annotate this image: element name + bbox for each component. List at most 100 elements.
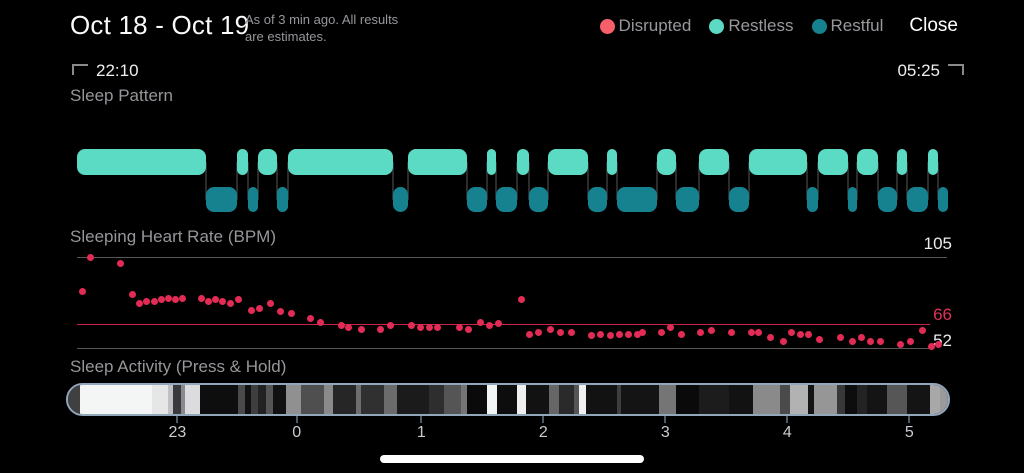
hr-point — [256, 305, 264, 312]
hr-point — [697, 329, 705, 337]
hr-point — [455, 323, 463, 331]
hr-point — [165, 294, 173, 302]
hr-point — [596, 330, 604, 338]
activity-segment — [789, 385, 808, 414]
activity-segment — [383, 385, 397, 414]
hr-point — [607, 332, 615, 340]
activity-segment — [866, 385, 887, 414]
hr-point — [86, 253, 94, 261]
hr-point — [546, 325, 554, 333]
sleep-activity-strip[interactable] — [66, 383, 950, 416]
stage-connector — [494, 162, 497, 200]
start-corner-icon — [72, 64, 88, 75]
sleep-segment-restless — [927, 149, 939, 175]
start-time-label: 22:10 — [96, 61, 139, 80]
sleep-segment-restful — [617, 187, 658, 212]
hour-label: 3 — [660, 424, 670, 441]
hr-point — [567, 329, 575, 337]
hr-point — [226, 299, 234, 307]
hour-tick — [176, 416, 179, 423]
activity-segment — [496, 385, 517, 414]
hour-tick — [786, 416, 789, 423]
hr-top-gridline — [77, 257, 947, 258]
hour-label: 5 — [904, 424, 914, 441]
sleep-segment-restful — [588, 187, 607, 212]
hr-max-label: 105 — [920, 234, 952, 254]
hr-point — [525, 330, 533, 338]
hr-point — [638, 329, 646, 337]
sleep-segment-restful — [529, 187, 549, 212]
as-of-note-line2: are estimates. — [245, 28, 327, 44]
hr-point — [896, 341, 904, 349]
legend-item-disrupted: Disrupted — [599, 16, 691, 36]
hour-label: 0 — [292, 424, 302, 441]
hr-point — [805, 330, 812, 338]
activity-segment — [185, 385, 201, 414]
heart-rate-title: Sleeping Heart Rate (BPM) — [70, 227, 276, 246]
stage-connector — [616, 162, 619, 200]
sleep-segment-restful — [676, 187, 699, 212]
sleep-segment-restful — [907, 187, 928, 212]
hr-point — [386, 322, 394, 330]
activity-segment — [396, 385, 429, 414]
stage-connector — [257, 162, 260, 200]
hour-label: 23 — [168, 424, 187, 441]
hr-point — [588, 332, 595, 340]
activity-segment — [517, 385, 527, 414]
hr-point — [407, 322, 415, 330]
close-button[interactable]: Close — [909, 15, 958, 36]
hr-point — [658, 329, 665, 337]
sleep-segment-restless — [258, 149, 278, 175]
hr-point — [779, 337, 787, 345]
sleep-segment-restless — [516, 149, 530, 175]
sleep-segment-restless — [77, 149, 206, 175]
activity-segment — [355, 385, 361, 414]
stage-connector — [236, 162, 239, 200]
hr-point — [197, 294, 205, 302]
hr-point — [247, 306, 255, 314]
hr-avg-label: 66 — [930, 305, 952, 325]
stage-connector — [846, 162, 849, 200]
activity-segment — [779, 385, 790, 414]
activity-segment — [173, 385, 182, 414]
hr-point — [495, 320, 503, 328]
hr-point — [179, 294, 187, 302]
activity-segment — [251, 385, 259, 414]
legend-item-restful: Restful — [811, 16, 883, 36]
sleep-segment-restful — [393, 187, 408, 212]
hr-point — [918, 327, 926, 335]
activity-segment — [181, 385, 186, 414]
activity-segment — [152, 385, 169, 414]
sleep-segment-restless — [548, 149, 589, 175]
hr-point — [464, 325, 472, 333]
sleep-segment-restful — [247, 187, 259, 212]
sleep-segment-restful — [878, 187, 897, 212]
hr-point — [218, 298, 226, 306]
stage-connector — [486, 162, 489, 200]
activity-segment — [699, 385, 730, 414]
hr-point — [867, 337, 875, 345]
legend-label-restless: Restless — [728, 16, 794, 35]
hour-label: 1 — [416, 424, 426, 441]
hr-point — [337, 322, 345, 330]
legend: Disrupted Restless Restful Close — [599, 15, 958, 37]
activity-segment — [323, 385, 333, 414]
stage-connector — [675, 162, 678, 200]
stage-connector — [895, 162, 898, 200]
sleep-segment-restful — [495, 187, 517, 212]
stage-connector — [656, 162, 659, 200]
activity-segment — [200, 385, 239, 414]
activity-segment — [466, 385, 487, 414]
disrupted-dot-icon — [599, 18, 615, 34]
stage-connector — [748, 162, 751, 200]
hr-point — [557, 329, 565, 337]
sleep-segment-restless — [606, 149, 617, 175]
activity-segment — [886, 385, 907, 414]
hr-point — [476, 318, 484, 326]
activity-segment — [428, 385, 444, 414]
hr-point — [848, 337, 856, 345]
sleep-segment-restless — [749, 149, 807, 175]
end-corner-icon — [948, 64, 964, 75]
hr-point — [678, 330, 686, 338]
home-indicator[interactable] — [380, 455, 644, 463]
